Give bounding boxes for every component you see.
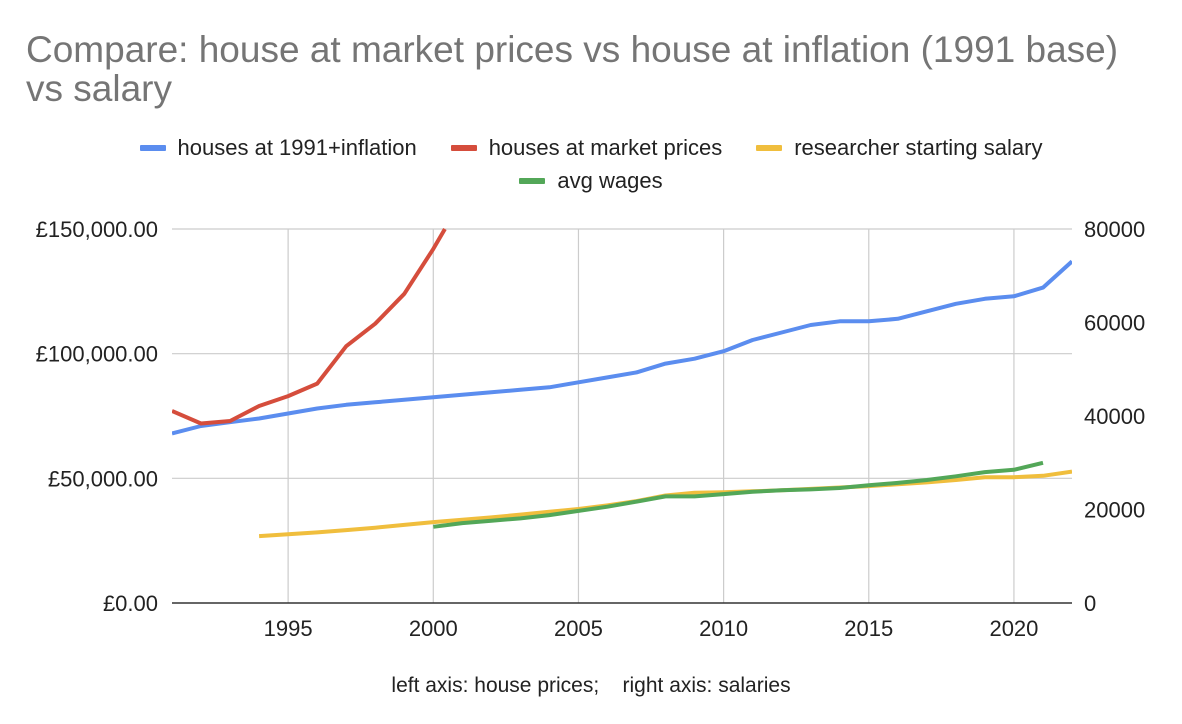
legend-label-houses-inflation: houses at 1991+inflation [177, 135, 417, 160]
y-right-tick-label: 40000 [1084, 404, 1145, 429]
legend-swatch-avg-wages [519, 178, 546, 184]
line-houses-market [172, 227, 447, 426]
legend-item-houses-inflation[interactable]: houses at 1991+inflation [139, 135, 417, 161]
legend-label-avg-wages: avg wages [557, 168, 663, 193]
line-houses-inflation [172, 259, 1072, 436]
legend-swatch-houses-market [450, 145, 477, 151]
y-left-tick-label: £150,000.00 [36, 217, 158, 242]
legend-row-2: avg wages [0, 168, 1182, 194]
y-right-tick-label: 0 [1084, 591, 1096, 616]
x-tick-label: 2000 [409, 616, 458, 641]
y-right-tick-label: 60000 [1084, 311, 1145, 336]
axis-footnote: left axis: house prices; right axis: sal… [391, 674, 791, 697]
y-left-tick-label: £100,000.00 [36, 342, 158, 367]
y-right-tick-label: 20000 [1084, 498, 1145, 523]
x-tick-label: 1995 [264, 616, 313, 641]
legend-swatch-researcher-salary [756, 145, 783, 151]
legend-item-avg-wages[interactable]: avg wages [519, 168, 663, 194]
line-avg-wages [433, 460, 1044, 529]
legend-swatch-houses-inflation [139, 145, 166, 151]
legend-label-houses-market: houses at market prices [488, 135, 723, 160]
y-left-tick-label: £0.00 [103, 591, 158, 616]
legend-item-researcher-salary[interactable]: researcher starting salary [756, 135, 1042, 161]
chart-title: Compare: house at market prices vs house… [26, 29, 1119, 109]
y-left-tick-label: £50,000.00 [48, 466, 158, 491]
line-researcher-salary [258, 469, 1072, 539]
y-right-tick-label: 80000 [1084, 217, 1145, 242]
x-tick-label: 2010 [699, 616, 748, 641]
x-tick-label: 2005 [554, 616, 603, 641]
x-tick-label: 2015 [844, 616, 893, 641]
legend-label-researcher-salary: researcher starting salary [794, 135, 1043, 160]
x-tick-label: 2020 [989, 616, 1038, 641]
legend-item-houses-market[interactable]: houses at market prices [450, 135, 723, 161]
legend-row-1: houses at 1991+inflation houses at marke… [0, 135, 1182, 161]
